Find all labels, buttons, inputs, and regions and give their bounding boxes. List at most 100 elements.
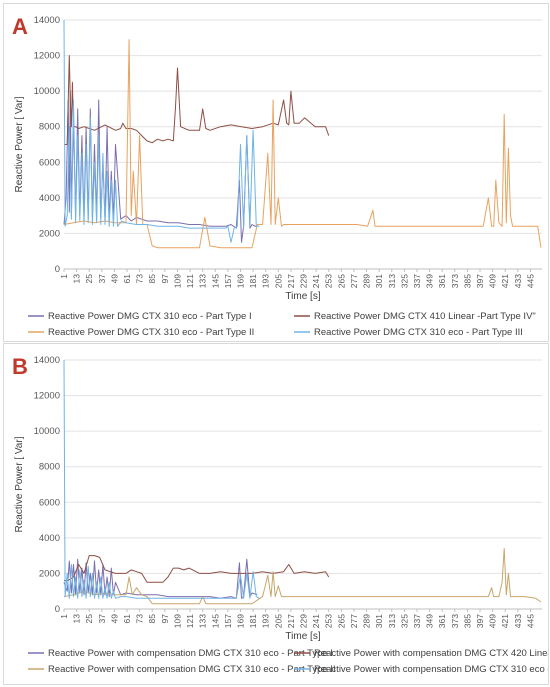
chart-a-series-3-line (63, 39, 542, 249)
chart-b-legend-entry: Reactive Power with compensation DMG CTX… (314, 664, 548, 675)
chart-a-x-tick-label: 253 (324, 274, 334, 288)
chart-a-y-tick-label: 12000 (34, 51, 60, 62)
chart-a-x-tick-label: 61 (122, 274, 132, 284)
chart-b-legend-entry: Reactive Power with compensation DMG CTX… (48, 664, 336, 675)
chart-a-legend-entry: Reactive Power DMG CTX 310 eco - Part Ty… (314, 327, 523, 338)
chart-b-y-tick-label: 6000 (39, 497, 60, 508)
chart-a-series-4-line (63, 19, 260, 243)
chart-a-x-tick-label: 409 (488, 274, 498, 288)
chart-b-legend-entry: Reactive Power with compensation DMG CTX… (314, 648, 548, 659)
chart-a-x-tick-label: 97 (160, 274, 170, 284)
chart-b-x-tick-label: 241 (311, 614, 321, 628)
chart-b-x-tick-label: 169 (235, 614, 245, 628)
chart-a-x-tick-label: 37 (97, 274, 107, 284)
chart-a-x-tick-label: 205 (273, 274, 283, 288)
chart-b-y-tick-label: 2000 (39, 568, 60, 579)
chart-b-y-axis-title: Reactive Power [ Var] (14, 436, 25, 532)
chart-a-x-tick-label: 157 (223, 274, 233, 288)
chart-a-x-tick-label: 325 (399, 274, 409, 288)
chart-b-x-tick-label: 121 (185, 614, 195, 628)
chart-b-x-tick-label: 277 (349, 614, 359, 628)
chart-b-x-axis-title: Time [s] (285, 631, 320, 642)
chart-a-x-tick-label: 277 (349, 274, 359, 288)
chart-b-x-tick-label: 265 (336, 614, 346, 628)
chart-b-x-tick-label: 409 (488, 614, 498, 628)
chart-b-x-tick-label: 361 (437, 614, 447, 628)
chart-b-x-tick-label: 49 (109, 614, 119, 624)
chart-a-x-tick-label: 229 (299, 274, 309, 288)
chart-b-series-2-line (64, 555, 330, 583)
chart-b-x-tick-label: 397 (475, 614, 485, 628)
chart-b-series-3-line (63, 548, 542, 605)
chart-b-x-tick-label: 25 (84, 614, 94, 624)
chart-a-x-tick-label: 109 (172, 274, 182, 288)
chart-b-x-tick-label: 445 (525, 614, 535, 628)
chart-a-y-tick-label: 4000 (39, 193, 60, 204)
chart-b-x-tick-label: 145 (210, 614, 220, 628)
chart-a-x-tick-label: 373 (450, 274, 460, 288)
panel-label-b: B (12, 354, 28, 379)
chart-b-y-tick-label: 0 (55, 604, 60, 615)
chart-a-x-tick-label: 1 (59, 274, 69, 279)
chart-b-x-tick-label: 433 (513, 614, 523, 628)
chart-b-y-tick-label: 10000 (34, 426, 60, 437)
chart-a-x-tick-label: 133 (198, 274, 208, 288)
chart-a-y-tick-label: 2000 (39, 228, 60, 239)
chart-b-x-tick-label: 373 (450, 614, 460, 628)
chart-a-legend-entry: Reactive Power DMG CTX 310 eco - Part Ty… (48, 311, 252, 322)
chart-a-x-tick-label: 385 (462, 274, 472, 288)
chart-a-x-tick-label: 193 (261, 274, 271, 288)
chart-a-y-tick-label: 14000 (34, 15, 60, 26)
chart-a-y-tick-label: 8000 (39, 122, 60, 133)
chart-a-x-tick-label: 349 (425, 274, 435, 288)
chart-a-x-tick-label: 265 (336, 274, 346, 288)
chart-a-x-tick-label: 121 (185, 274, 195, 288)
chart-a-y-tick-label: 10000 (34, 86, 60, 97)
chart-a-x-tick-label: 73 (135, 274, 145, 284)
chart-b-x-tick-label: 349 (425, 614, 435, 628)
chart-a-y-tick-label: 0 (55, 264, 60, 275)
chart-a-x-tick-label: 337 (412, 274, 422, 288)
chart-b-x-tick-label: 301 (374, 614, 384, 628)
chart-a-x-tick-label: 13 (72, 274, 82, 284)
chart-a-legend-entry: Reactive Power DMG CTX 310 eco - Part Ty… (48, 327, 254, 338)
chart-b-x-tick-label: 385 (462, 614, 472, 628)
chart-a-x-tick-label: 145 (210, 274, 220, 288)
chart-b-y-tick-label: 14000 (34, 355, 60, 366)
chart-a-x-tick-label: 313 (387, 274, 397, 288)
chart-a-x-tick-label: 433 (513, 274, 523, 288)
chart-b-x-tick-label: 13 (72, 614, 82, 624)
chart-b-x-tick-label: 325 (399, 614, 409, 628)
chart-a-x-tick-label: 421 (500, 274, 510, 288)
chart-b-x-tick-label: 73 (135, 614, 145, 624)
chart-b-x-tick-label: 97 (160, 614, 170, 624)
chart-a-x-tick-label: 181 (248, 274, 258, 288)
chart-a-series-2-line (64, 55, 330, 145)
chart-a-y-tick-label: 6000 (39, 157, 60, 168)
chart-b-x-tick-label: 61 (122, 614, 132, 624)
chart-a-x-tick-label: 49 (109, 274, 119, 284)
chart-b-x-tick-label: 421 (500, 614, 510, 628)
chart-b-y-tick-label: 4000 (39, 533, 60, 544)
chart-a-x-tick-label: 445 (525, 274, 535, 288)
chart-a-x-tick-label: 85 (147, 274, 157, 284)
chart-a-x-tick-label: 289 (362, 274, 372, 288)
chart-b-x-tick-label: 181 (248, 614, 258, 628)
chart-b-x-tick-label: 37 (97, 614, 107, 624)
chart-a-x-tick-label: 241 (311, 274, 321, 288)
chart-b-x-tick-label: 133 (198, 614, 208, 628)
chart-b-x-tick-label: 157 (223, 614, 233, 628)
chart-a-x-tick-label: 301 (374, 274, 384, 288)
chart-b-y-tick-label: 12000 (34, 391, 60, 402)
chart-b-x-tick-label: 313 (387, 614, 397, 628)
panel-label-a: A (12, 14, 28, 39)
chart-a-x-tick-label: 361 (437, 274, 447, 288)
chart-b-x-tick-label: 193 (261, 614, 271, 628)
chart-b-series-4-line (63, 359, 260, 599)
chart-a-x-tick-label: 217 (286, 274, 296, 288)
chart-b-y-tick-label: 8000 (39, 462, 60, 473)
chart-a-x-tick-label: 25 (84, 274, 94, 284)
chart-b-x-tick-label: 289 (362, 614, 372, 628)
chart-b-legend-entry: Reactive Power with compensation DMG CTX… (48, 648, 333, 659)
